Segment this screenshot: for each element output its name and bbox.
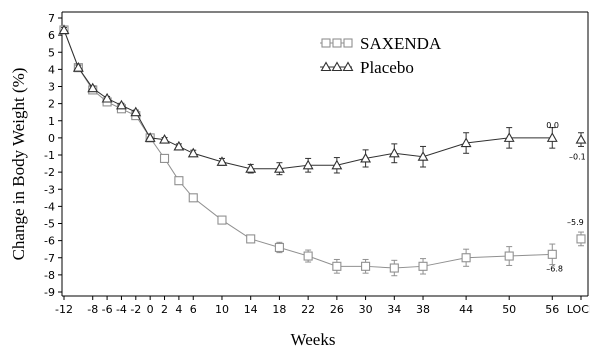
y-tick-label: 2: [48, 98, 55, 111]
y-tick-label: -2: [44, 166, 55, 179]
x-tick-label: 0: [147, 303, 154, 316]
data-point-saxenda-locf: [576, 234, 586, 244]
legend-marker-saxenda: [343, 38, 353, 48]
x-tick-label: 44: [459, 303, 473, 316]
x-tick-label: -8: [87, 303, 98, 316]
x-tick-label: 22: [301, 303, 315, 316]
x-tick-label: 4: [175, 303, 182, 316]
y-tick-label: -1: [44, 149, 55, 162]
data-point-saxenda: [332, 261, 342, 271]
y-tick-label: 0: [48, 132, 55, 145]
legend-marker-placebo: [342, 61, 354, 72]
legend-label-saxenda: SAXENDA: [360, 34, 442, 53]
x-tick-label: 26: [330, 303, 344, 316]
data-point-saxenda: [547, 249, 557, 259]
data-point-placebo: [130, 106, 142, 117]
data-point-placebo: [187, 147, 199, 158]
data-label: 0.0: [546, 121, 559, 130]
x-tick-label: -6: [102, 303, 113, 316]
y-tick-label: -5: [44, 218, 55, 231]
x-tick-label: 14: [244, 303, 258, 316]
x-tick-label: 18: [272, 303, 286, 316]
y-tick-label: -8: [44, 269, 55, 282]
data-point-placebo: [159, 133, 170, 144]
data-point-placebo: [173, 140, 185, 151]
data-label: –0.1: [569, 153, 586, 162]
legend-marker-saxenda: [332, 38, 342, 48]
y-tick-label: -3: [44, 183, 55, 196]
x-axis-label: Weeks: [291, 330, 336, 349]
data-label: –5.9: [567, 218, 584, 227]
y-tick-label: 3: [48, 81, 55, 94]
y-tick-label: -7: [44, 252, 55, 265]
data-point-saxenda: [418, 261, 428, 271]
data-point-placebo: [144, 132, 156, 142]
data-point-placebo: [417, 151, 429, 161]
x-tick-label: 50: [502, 303, 516, 316]
x-tick-label: 34: [387, 303, 401, 316]
data-point-placebo: [101, 92, 113, 103]
data-point-saxenda: [246, 234, 256, 244]
y-tick-label: 5: [48, 46, 55, 59]
data-point-placebo: [302, 159, 314, 170]
legend-label-placebo: Placebo: [360, 58, 414, 77]
data-label: –6.8: [546, 264, 563, 273]
data-point-placebo: [503, 132, 515, 142]
x-tick-label: 2: [161, 303, 168, 316]
data-point-placebo: [87, 82, 99, 93]
data-point-saxenda: [174, 176, 184, 186]
data-point-saxenda: [217, 215, 227, 225]
data-point-placebo: [116, 99, 127, 110]
x-tick-label: 30: [359, 303, 373, 316]
data-point-placebo-locf: [575, 133, 587, 144]
legend-marker-placebo: [320, 61, 332, 72]
x-tick-label: 6: [190, 303, 197, 316]
y-axis-label: Change in Body Weight (%): [9, 68, 28, 261]
data-point-placebo: [72, 62, 84, 72]
data-point-placebo: [245, 163, 257, 173]
data-point-saxenda: [188, 193, 198, 203]
data-point-placebo: [216, 156, 228, 166]
data-point-placebo: [58, 24, 70, 35]
y-tick-label: -6: [44, 235, 55, 248]
data-point-saxenda: [461, 253, 471, 263]
data-point-saxenda: [274, 242, 284, 253]
y-tick-label: -4: [44, 200, 55, 213]
y-tick-label: -9: [44, 286, 55, 299]
data-point-placebo: [546, 132, 558, 142]
data-point-saxenda: [303, 251, 313, 261]
data-point-placebo: [388, 147, 400, 158]
y-tick-label: 1: [48, 115, 55, 128]
x-tick-label: -12: [55, 303, 73, 316]
data-point-saxenda: [389, 263, 399, 273]
data-point-placebo: [331, 159, 343, 170]
x-tick-label: LOCF: [567, 303, 590, 316]
x-tick-label: -2: [130, 303, 141, 316]
series-line-placebo: [63, 29, 553, 170]
data-point-saxenda: [159, 153, 170, 163]
data-point-placebo: [360, 152, 372, 163]
data-point-placebo: [273, 163, 285, 173]
x-tick-label: 56: [545, 303, 559, 316]
series-line-saxenda: [63, 29, 553, 269]
y-tick-label: 6: [48, 29, 55, 42]
x-tick-label: 38: [416, 303, 430, 316]
data-point-saxenda: [361, 261, 371, 271]
y-tick-label: 4: [48, 63, 55, 76]
y-tick-label: 7: [48, 12, 55, 25]
legend-marker-saxenda: [321, 38, 331, 48]
legend-marker-placebo: [331, 61, 343, 72]
x-tick-label: -4: [116, 303, 127, 316]
x-tick-label: 10: [215, 303, 229, 316]
data-point-saxenda: [504, 251, 514, 261]
data-point-placebo: [460, 137, 472, 148]
